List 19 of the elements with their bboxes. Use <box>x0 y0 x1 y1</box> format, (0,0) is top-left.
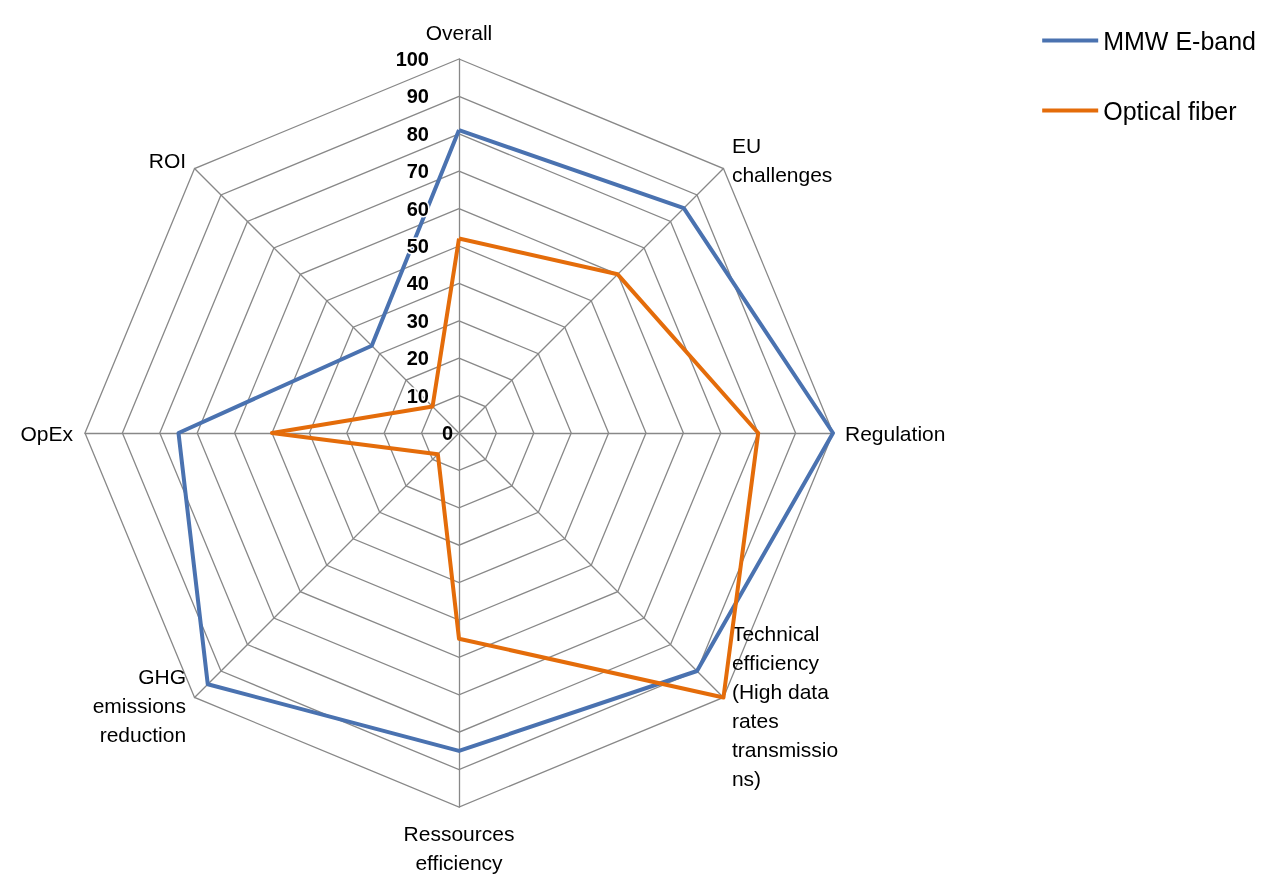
spoke-label: Ressources efficiency <box>403 822 515 874</box>
spoke-label: Technical efficiency (High data rates transmissions) <box>731 621 839 790</box>
y-tick-label: 80 <box>406 122 429 145</box>
y-tick-label: 40 <box>406 272 429 295</box>
legend-label: MMW E-band <box>1103 26 1256 55</box>
spoke-label: GHG emissions reduction <box>92 665 187 747</box>
spoke-label: Overall <box>425 21 493 44</box>
y-tick-label: 0 <box>441 422 453 444</box>
legend-label: Optical fiber <box>1103 96 1237 125</box>
spoke-label: OpEx <box>20 421 74 445</box>
y-tick-label: 70 <box>406 160 429 183</box>
spoke-label: Regulation <box>845 421 946 445</box>
y-tick-label: 30 <box>406 309 429 332</box>
y-tick-label: 20 <box>406 347 429 370</box>
y-tick-label: 90 <box>406 85 429 108</box>
y-tick-label: 10 <box>406 384 429 407</box>
y-tick-label: 100 <box>395 48 429 70</box>
spoke-label: ROI <box>148 148 187 172</box>
spoke-label: EU challenges <box>731 134 833 187</box>
